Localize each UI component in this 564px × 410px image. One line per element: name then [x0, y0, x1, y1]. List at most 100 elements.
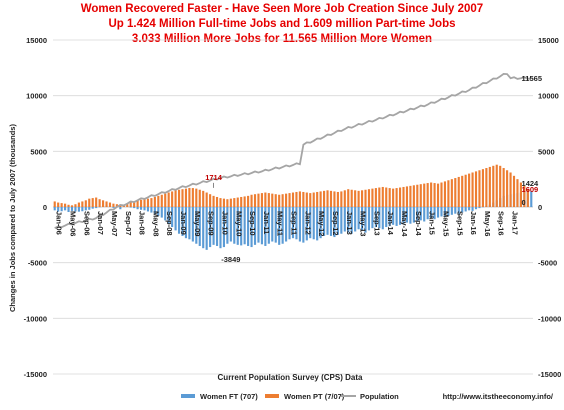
- bar-women-ft: [136, 207, 139, 210]
- x-tick-label: Sep-06: [82, 211, 91, 236]
- bar-women-ft: [88, 207, 91, 210]
- bar-women-ft: [240, 207, 243, 246]
- bar-women-ft: [474, 207, 478, 210]
- chart-title-line-1: Women Recovered Faster - Have Seen More …: [80, 3, 484, 15]
- bar-women-ft: [271, 207, 274, 242]
- bar-women-pt: [105, 201, 108, 207]
- bar-women-ft: [385, 207, 388, 228]
- bar-women-ft: [430, 207, 433, 219]
- annotation-label: 1424: [522, 179, 540, 188]
- bar-women-pt: [502, 168, 505, 207]
- bar-women-ft: [329, 207, 333, 236]
- x-tick-label: Sep-12: [331, 211, 340, 236]
- bar-women-pt: [81, 201, 84, 207]
- y-axis-label: Changes in Jobs compared to July 2007 (t…: [8, 124, 17, 312]
- bar-women-ft: [267, 207, 270, 244]
- x-tick-label: Jan-10: [220, 211, 229, 235]
- y-tick-label-left: 5000: [30, 147, 47, 156]
- bar-women-pt: [236, 197, 239, 207]
- bar-women-pt: [526, 189, 529, 207]
- bar-women-pt: [499, 165, 502, 207]
- x-tick-label: May-15: [441, 211, 450, 236]
- bar-women-ft: [74, 207, 77, 212]
- bar-women-pt: [378, 187, 381, 207]
- bar-women-ft: [367, 207, 371, 231]
- bar-women-ft: [350, 207, 353, 234]
- annotation-label: 0: [522, 198, 526, 207]
- bar-women-ft: [302, 207, 305, 243]
- bar-women-pt: [288, 193, 291, 207]
- x-tick-label: Jan-11: [262, 211, 271, 234]
- bar-women-pt: [419, 184, 422, 207]
- bar-women-pt: [374, 188, 377, 207]
- bar-women-ft: [243, 207, 246, 245]
- x-tick-label: Jan-06: [55, 211, 64, 235]
- y-tick-label-left: 10000: [26, 92, 47, 101]
- bar-women-pt: [295, 191, 298, 207]
- bar-women-ft: [164, 207, 167, 221]
- bar-women-pt: [440, 182, 443, 207]
- bar-women-ft: [133, 207, 136, 209]
- bar-women-ft: [247, 207, 250, 246]
- legend-label-pt: Women PT (7/07): [284, 392, 345, 401]
- bar-women-pt: [267, 193, 270, 207]
- annotation-label: 1714: [205, 173, 223, 182]
- x-axis-label: Current Population Survey (CPS) Data: [218, 373, 363, 382]
- bar-women-ft: [91, 207, 94, 209]
- bar-women-ft: [57, 207, 60, 212]
- bar-women-ft: [440, 207, 443, 217]
- y-tick-label-right: 0: [538, 203, 542, 212]
- bar-women-pt: [319, 191, 322, 207]
- x-tick-label: Sep-14: [414, 211, 423, 236]
- bar-women-ft: [412, 207, 415, 223]
- bar-women-pt: [447, 180, 450, 207]
- bar-women-pt: [146, 198, 150, 207]
- bar-women-ft: [188, 207, 191, 240]
- bar-women-pt: [222, 198, 226, 207]
- bar-women-ft: [95, 207, 98, 209]
- x-tick-label: Sep-07: [124, 211, 133, 236]
- bar-women-ft: [298, 207, 301, 242]
- bar-women-pt: [281, 194, 284, 207]
- bar-women-pt: [64, 203, 67, 207]
- bar-women-ft: [202, 207, 205, 249]
- bar-women-ft: [530, 191, 533, 207]
- annotation-label: -3849: [221, 255, 240, 264]
- bar-women-ft: [209, 207, 212, 248]
- bar-women-pt: [219, 198, 222, 207]
- bar-women-pt: [516, 179, 519, 207]
- bar-women-pt: [202, 190, 205, 207]
- bar-women-pt: [360, 190, 364, 207]
- bar-women-ft: [257, 207, 260, 243]
- bar-women-pt: [153, 196, 156, 207]
- bar-women-pt: [523, 185, 526, 207]
- bar-women-ft: [461, 207, 464, 213]
- bar-women-ft: [177, 207, 181, 234]
- x-tick-label: Jan-12: [303, 211, 312, 235]
- bar-women-ft: [226, 207, 229, 244]
- population-line: [54, 72, 532, 229]
- bar-women-pt: [443, 181, 447, 207]
- bar-women-ft: [450, 207, 453, 215]
- legend: Women FT (707) Women PT (7/07) Populatio…: [181, 392, 399, 401]
- x-tick-label: Jan-15: [428, 211, 437, 235]
- bar-women-pt: [405, 186, 409, 207]
- bar-women-ft: [84, 207, 87, 211]
- bar-women-pt: [177, 189, 181, 207]
- bar-women-ft: [264, 207, 267, 246]
- bar-women-pt: [57, 202, 60, 207]
- bar-women-pt: [461, 175, 464, 207]
- bar-women-ft: [285, 207, 288, 242]
- bar-women-pt: [84, 200, 87, 207]
- bar-women-pt: [430, 182, 433, 207]
- x-tick-label: May-07: [110, 211, 119, 236]
- y-tick-label-right: 10000: [538, 92, 559, 101]
- bar-women-pt: [150, 198, 153, 207]
- bar-women-pt: [336, 191, 339, 207]
- y-tick-label-right: -10000: [538, 314, 561, 323]
- bar-women-pt: [312, 192, 315, 207]
- bar-women-ft: [354, 207, 357, 232]
- bar-women-pt: [416, 184, 419, 207]
- bar-women-pt: [95, 197, 98, 207]
